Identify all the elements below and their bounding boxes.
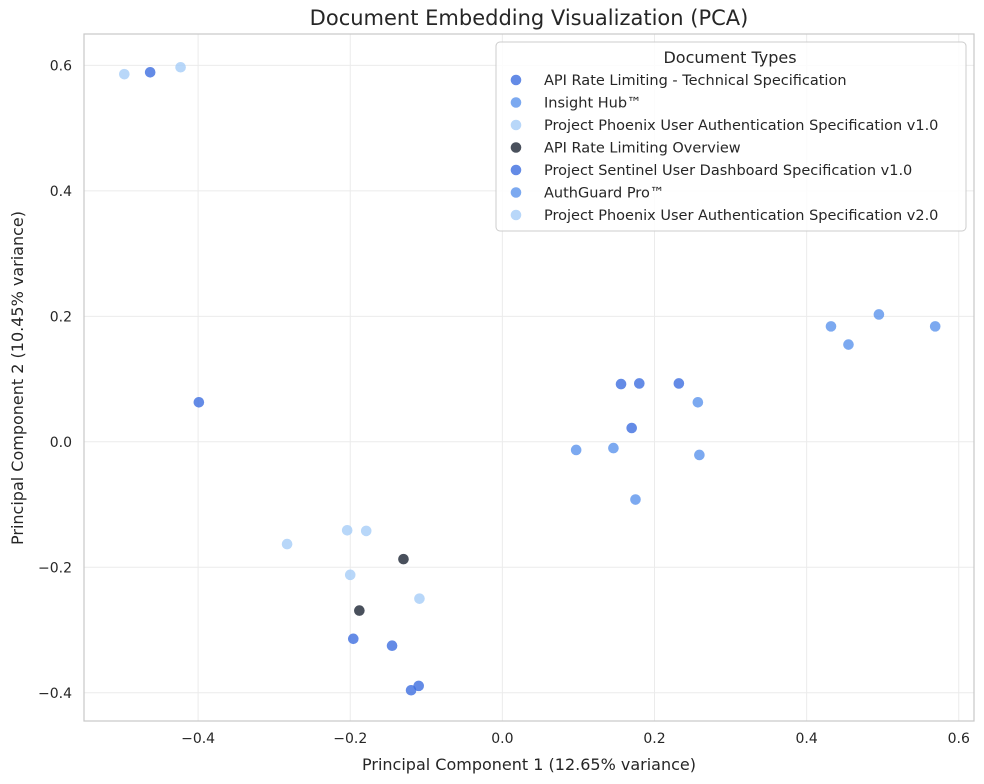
legend-marker [510, 119, 522, 131]
data-point-series-4 [386, 640, 398, 652]
data-point-series-1 [825, 321, 837, 332]
legend-label: Project Phoenix User Authentication Spec… [544, 118, 938, 134]
data-point-series-4 [633, 378, 645, 389]
y-axis-label: Principal Component 2 (10.45% variance) [8, 211, 27, 545]
y-tick-label: 0.2 [50, 309, 72, 325]
y-axis-ticks: −0.4 −0.2 0.0 0.2 0.4 0.6 [38, 58, 72, 701]
y-tick-label: 0.0 [50, 435, 72, 451]
x-tick-label: 0.4 [796, 731, 818, 747]
legend-marker [510, 142, 522, 153]
data-point-series-5 [570, 444, 582, 456]
y-tick-label: 0.6 [50, 58, 72, 74]
y-tick-label: −0.2 [38, 560, 72, 576]
x-tick-label: 0.2 [643, 731, 665, 747]
data-point-series-4 [413, 680, 425, 692]
data-point-series-1 [873, 309, 885, 320]
data-point-series-3 [398, 553, 409, 565]
data-point-series-3 [354, 605, 365, 616]
x-tick-label: 0.0 [491, 731, 513, 747]
x-axis-label: Principal Component 1 (12.65% variance) [362, 755, 696, 774]
legend-label: Project Phoenix User Authentication Spec… [544, 208, 938, 224]
data-point-series-2 [119, 68, 130, 80]
legend-marker [510, 74, 522, 86]
data-point-series-6 [360, 525, 372, 537]
legend-label: API Rate Limiting Overview [544, 141, 741, 157]
data-point-series-6 [344, 569, 356, 581]
x-tick-label: −0.4 [181, 731, 215, 747]
x-tick-label: 0.6 [948, 731, 970, 747]
legend-label: API Rate Limiting - Technical Specificat… [544, 73, 847, 89]
x-axis-ticks: −0.4 −0.2 0.0 0.2 0.4 0.6 [181, 731, 970, 747]
data-point-series-6 [414, 593, 425, 604]
data-point-series-1 [843, 339, 854, 350]
data-points [119, 61, 941, 696]
legend-label: Insight Hub™ [544, 96, 642, 112]
data-point-series-0 [144, 66, 156, 78]
legend-marker [510, 164, 522, 176]
data-point-series-5 [630, 494, 641, 505]
legend-box [495, 41, 967, 232]
data-point-series-4 [626, 422, 637, 434]
legend-items: API Rate Limiting - Technical Specificat… [510, 73, 938, 224]
data-point-series-2 [175, 61, 186, 73]
plot-frame [83, 33, 975, 722]
legend-label: AuthGuard Pro™ [544, 186, 664, 202]
data-point-series-4 [615, 378, 627, 390]
data-point-series-4 [673, 378, 685, 389]
data-point-series-5 [694, 449, 705, 461]
data-point-series-6 [341, 524, 353, 536]
legend: Document Types API Rate Limiting - Techn… [495, 41, 967, 232]
legend-marker [510, 97, 522, 108]
legend-title: Document Types [663, 48, 796, 67]
y-tick-label: 0.4 [50, 184, 72, 200]
chart-title: Document Embedding Visualization (PCA) [310, 6, 749, 30]
data-point-series-4 [347, 633, 359, 645]
data-point-series-1 [929, 321, 941, 332]
data-point-series-6 [281, 538, 293, 550]
x-tick-label: −0.2 [333, 731, 367, 747]
legend-label: Project Sentinel User Dashboard Specific… [544, 163, 912, 179]
y-tick-label: −0.4 [38, 686, 72, 702]
data-point-series-5 [692, 396, 704, 408]
data-point-series-5 [608, 442, 619, 454]
legend-marker [510, 187, 522, 198]
data-point-series-4 [193, 396, 205, 408]
legend-marker [510, 209, 522, 221]
